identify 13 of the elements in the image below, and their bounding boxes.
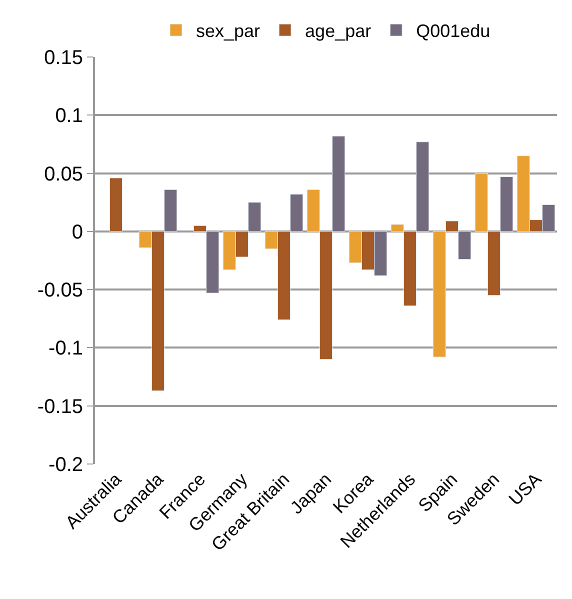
legend-label: age_par xyxy=(305,21,372,42)
y-tick-label: -0.2 xyxy=(48,454,83,476)
y-tick-label: 0 xyxy=(72,221,83,244)
y-tick-label: 0.05 xyxy=(44,163,83,186)
legend-label: Q001edu xyxy=(416,21,490,42)
y-tick-label: 0.1 xyxy=(55,105,83,128)
y-tick-label: -0.15 xyxy=(37,396,83,418)
x-tick-label: USA xyxy=(504,469,546,510)
y-tick-label: -0.05 xyxy=(37,280,83,302)
y-tick-label: 0.15 xyxy=(44,47,83,69)
y-tick-label: -0.1 xyxy=(48,338,83,360)
legend-label: sex_par xyxy=(196,21,260,42)
bar xyxy=(109,178,123,232)
